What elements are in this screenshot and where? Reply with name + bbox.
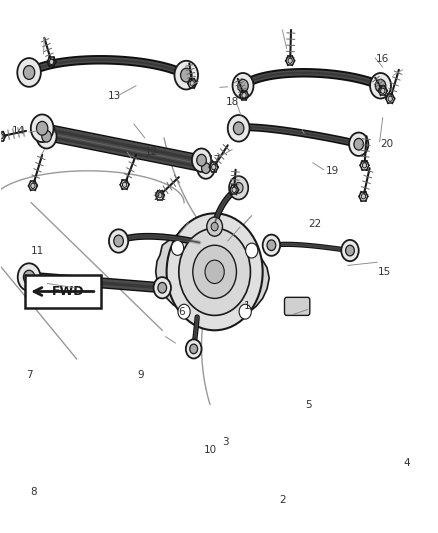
- Circle shape: [17, 58, 41, 87]
- FancyBboxPatch shape: [25, 275, 101, 308]
- Circle shape: [193, 245, 237, 298]
- Circle shape: [166, 213, 263, 330]
- Circle shape: [229, 176, 248, 199]
- Text: 7: 7: [26, 370, 32, 381]
- Circle shape: [207, 217, 223, 236]
- Circle shape: [288, 58, 292, 63]
- Circle shape: [179, 228, 251, 316]
- Circle shape: [349, 133, 368, 156]
- Circle shape: [190, 344, 198, 354]
- Text: 15: 15: [378, 267, 392, 277]
- Circle shape: [174, 61, 198, 90]
- Text: 20: 20: [381, 139, 394, 149]
- Circle shape: [197, 155, 206, 166]
- Circle shape: [381, 88, 385, 93]
- Circle shape: [234, 182, 243, 193]
- Circle shape: [122, 182, 127, 188]
- Circle shape: [238, 79, 248, 92]
- Circle shape: [361, 193, 366, 199]
- Text: 17: 17: [208, 155, 221, 165]
- Circle shape: [186, 340, 201, 359]
- Circle shape: [205, 260, 224, 284]
- Text: 11: 11: [31, 246, 44, 255]
- Circle shape: [36, 124, 57, 149]
- Circle shape: [158, 282, 166, 293]
- Circle shape: [197, 158, 215, 179]
- Circle shape: [114, 235, 124, 247]
- Circle shape: [109, 229, 128, 253]
- Circle shape: [178, 304, 190, 319]
- Text: 9: 9: [137, 370, 144, 381]
- Text: FWD: FWD: [52, 285, 85, 298]
- Circle shape: [31, 115, 53, 142]
- Circle shape: [212, 164, 216, 169]
- Text: 16: 16: [376, 54, 389, 64]
- Text: 14: 14: [11, 126, 25, 136]
- Circle shape: [42, 131, 51, 142]
- Text: 1: 1: [244, 301, 251, 311]
- Circle shape: [228, 115, 250, 142]
- Text: 6: 6: [179, 306, 185, 317]
- Text: 18: 18: [226, 96, 239, 107]
- Text: 10: 10: [204, 445, 217, 455]
- Circle shape: [232, 187, 237, 192]
- Circle shape: [211, 222, 218, 231]
- Text: 4: 4: [403, 458, 410, 468]
- Circle shape: [36, 122, 48, 135]
- Circle shape: [192, 149, 211, 172]
- Circle shape: [239, 304, 251, 319]
- Circle shape: [263, 235, 280, 256]
- Circle shape: [0, 134, 3, 139]
- Circle shape: [31, 183, 35, 189]
- Circle shape: [370, 73, 391, 99]
- Circle shape: [267, 240, 276, 251]
- Circle shape: [49, 59, 54, 64]
- Circle shape: [23, 66, 35, 79]
- Text: 19: 19: [326, 166, 339, 176]
- Circle shape: [354, 139, 364, 150]
- Text: 5: 5: [305, 400, 312, 410]
- Circle shape: [171, 240, 184, 255]
- Text: 12: 12: [145, 147, 158, 157]
- Circle shape: [246, 243, 258, 258]
- Circle shape: [375, 79, 386, 92]
- Circle shape: [362, 163, 367, 168]
- Circle shape: [190, 80, 194, 86]
- Circle shape: [180, 68, 192, 82]
- Text: 21: 21: [153, 192, 167, 203]
- Circle shape: [201, 163, 210, 173]
- Circle shape: [388, 96, 392, 101]
- Circle shape: [158, 192, 162, 198]
- Polygon shape: [155, 224, 269, 320]
- Circle shape: [233, 73, 254, 99]
- Text: 8: 8: [30, 488, 37, 497]
- Text: 22: 22: [308, 219, 321, 229]
- Circle shape: [153, 277, 171, 298]
- Circle shape: [346, 245, 354, 256]
- FancyBboxPatch shape: [285, 297, 310, 316]
- Text: 2: 2: [279, 495, 286, 505]
- Text: 3: 3: [222, 437, 229, 447]
- Text: 13: 13: [108, 91, 121, 101]
- Circle shape: [341, 240, 359, 261]
- Circle shape: [18, 263, 40, 291]
- Circle shape: [233, 122, 244, 135]
- Circle shape: [23, 270, 35, 284]
- Circle shape: [242, 93, 246, 98]
